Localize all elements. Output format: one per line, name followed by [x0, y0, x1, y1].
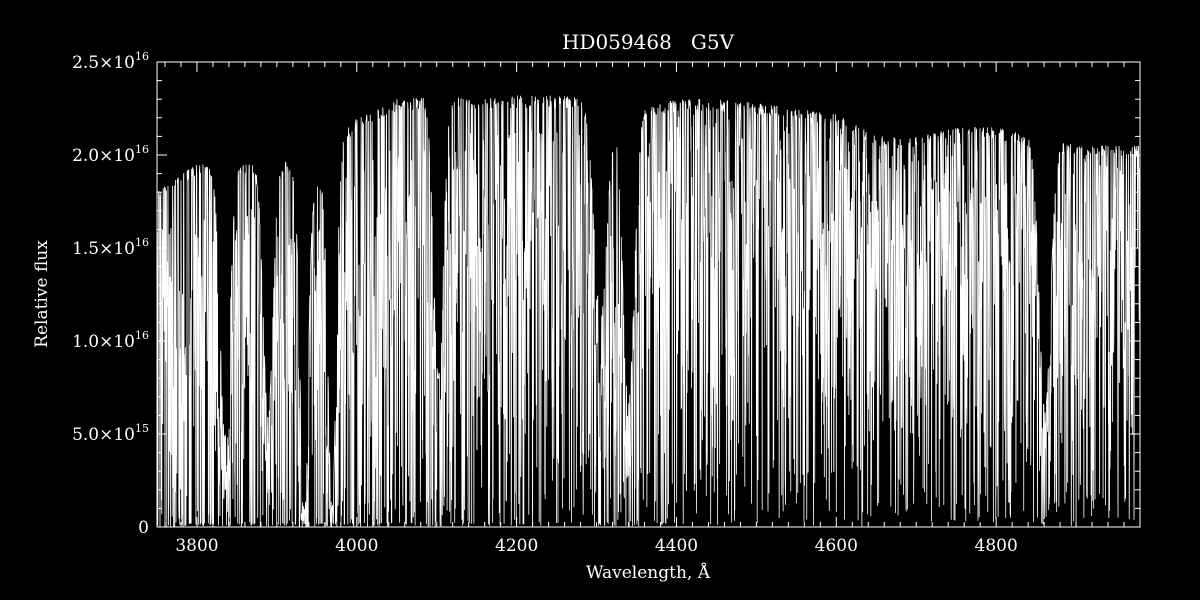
x-tick-label: 4800 [975, 536, 1018, 556]
y-tick-label: 1.5×1016 [72, 236, 149, 259]
y-tick-label: 2.0×1016 [72, 143, 149, 166]
x-tick-label: 4200 [495, 536, 538, 556]
y-tick-label: 1.0×1016 [72, 329, 149, 352]
y-axis-label: Relative flux [32, 240, 52, 348]
x-tick-label: 4400 [655, 536, 698, 556]
spectrum-line [156, 95, 1141, 527]
y-axis: 0 5.0×1015 1.0×1016 1.5×1016 2.0×1016 2.5×101… [72, 50, 1140, 538]
x-tick-label: 4600 [815, 536, 858, 556]
x-tick-label: 3800 [175, 536, 218, 556]
plot-frame [156, 61, 1141, 528]
y-tick-label: 2.5×1016 [72, 50, 149, 73]
y-tick-label: 5.0×1015 [72, 422, 149, 445]
chart-title: HD059468 G5V [562, 30, 735, 54]
x-tick-label: 4000 [335, 536, 378, 556]
flux-series [156, 95, 1141, 527]
y-tick-label: 0 [138, 518, 149, 538]
x-axis-label: Wavelength, Å [586, 562, 711, 583]
x-axis: 3800 4000 4200 4400 4600 4800 [164, 62, 1125, 556]
